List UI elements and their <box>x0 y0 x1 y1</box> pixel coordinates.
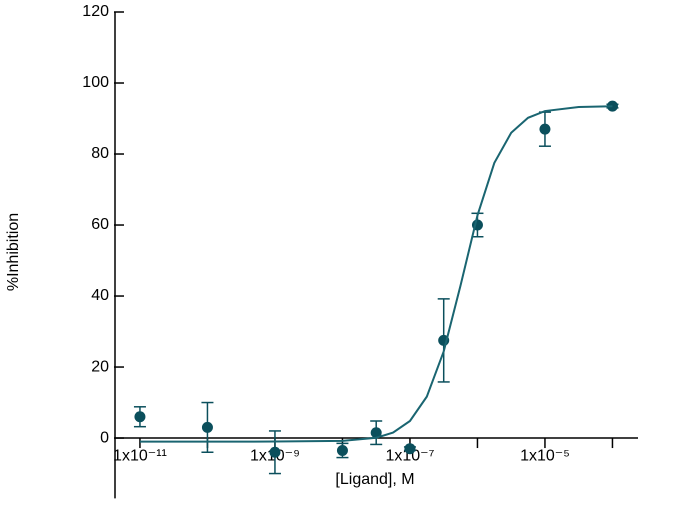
fit-curve <box>139 105 613 443</box>
y-tick-label: 100 <box>82 74 109 91</box>
x-axis-label: [Ligand], M <box>335 471 414 488</box>
data-point <box>404 443 416 455</box>
y-tick-label: 60 <box>91 216 109 233</box>
y-tick-label: 20 <box>91 358 109 375</box>
y-tick-label: 0 <box>100 429 109 446</box>
x-tick-label: 1x10⁻¹¹ <box>113 447 167 464</box>
y-tick-label: 80 <box>91 145 109 162</box>
data-point <box>134 411 146 423</box>
x-tick-label: 1x10⁻⁵ <box>520 447 570 464</box>
data-point <box>201 421 213 433</box>
data-point <box>606 100 618 112</box>
y-tick-label: 40 <box>91 287 109 304</box>
data-point <box>539 123 551 135</box>
x-tick-label: 1x10⁻⁷ <box>385 447 434 464</box>
data-point <box>269 446 281 458</box>
y-tick-label: 120 <box>82 3 109 20</box>
data-point <box>336 444 348 456</box>
data-point <box>370 427 382 439</box>
y-axis-label: %Inhibition <box>5 213 22 291</box>
